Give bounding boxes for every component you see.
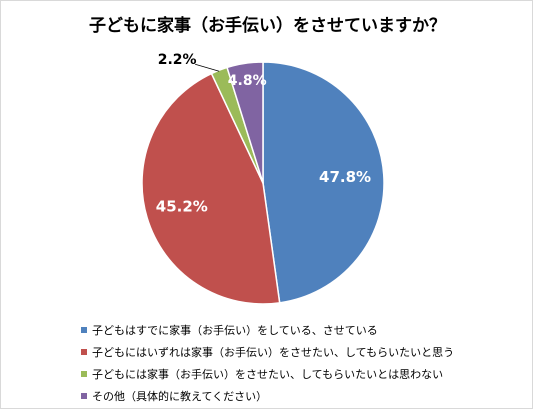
data-label: 2.2% [158, 52, 197, 68]
legend: 子どもはすでに家事（お手伝い）をしている、させている 子どもにはいずれは家事（お… [81, 319, 521, 407]
data-label: 47.8% [319, 168, 371, 186]
legend-label: 子どもには家事（お手伝い）をさせたい、してもらいたいとは思わない [92, 368, 444, 381]
legend-swatch [81, 327, 87, 333]
legend-swatch [81, 349, 87, 355]
pie-slice [141, 72, 281, 305]
legend-label: その他（具体的に教えてください） [92, 390, 268, 403]
pie-slice [262, 61, 385, 304]
pie-slice [226, 61, 264, 184]
pie-slices [141, 61, 385, 305]
legend-item: 子どもには家事（お手伝い）をさせたい、してもらいたいとは思わない [81, 363, 521, 385]
chart-title: 子どもに家事（お手伝い）をさせていますか？ [89, 16, 446, 36]
legend-swatch [81, 371, 87, 377]
leader-lines [195, 63, 220, 72]
data-label: 4.8% [228, 73, 267, 89]
legend-label: 子どもはすでに家事（お手伝い）をしている、させている [92, 324, 378, 337]
leader-line [195, 63, 220, 72]
legend-item: 子どもはすでに家事（お手伝い）をしている、させている [81, 319, 521, 341]
legend-swatch [81, 393, 87, 399]
data-labels: 47.8% 45.2% 2.2% 4.8% [156, 52, 371, 215]
legend-item: 子どもにはいずれは家事（お手伝い）をさせたい、してもらいたいと思う [81, 341, 521, 363]
legend-item: その他（具体的に教えてください） [81, 385, 521, 407]
legend-label: 子どもにはいずれは家事（お手伝い）をさせたい、してもらいたいと思う [92, 346, 455, 359]
data-label: 45.2% [156, 198, 208, 216]
